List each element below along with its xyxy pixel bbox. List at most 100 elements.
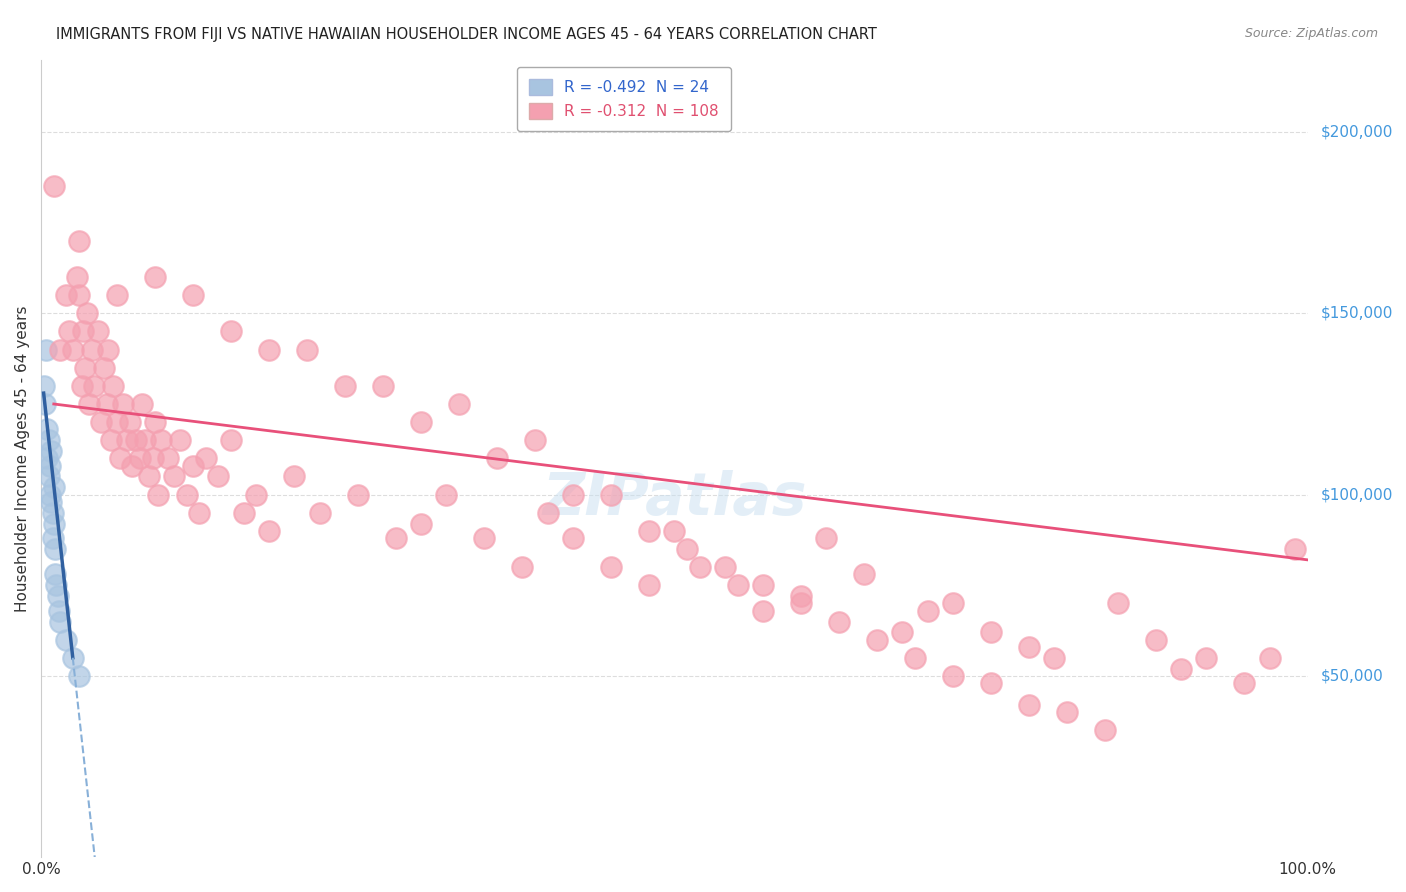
Point	[62, 343, 84, 357]
Point	[188, 506, 211, 520]
Point	[1043, 650, 1066, 665]
Point	[219, 325, 242, 339]
Point	[828, 615, 851, 629]
Point	[1056, 705, 1078, 719]
Point	[67, 234, 90, 248]
Point	[600, 560, 623, 574]
Point	[676, 541, 699, 556]
Point	[35, 343, 58, 357]
Point	[980, 625, 1002, 640]
Point	[105, 415, 128, 429]
Point	[96, 397, 118, 411]
Point	[752, 578, 775, 592]
Point	[689, 560, 711, 574]
Point	[512, 560, 534, 574]
Point	[55, 288, 77, 302]
Point	[129, 451, 152, 466]
Point	[790, 596, 813, 610]
Point	[39, 495, 62, 509]
Point	[524, 434, 547, 448]
Point	[790, 589, 813, 603]
Text: Source: ZipAtlas.com: Source: ZipAtlas.com	[1244, 27, 1378, 40]
Point	[142, 451, 165, 466]
Point	[176, 488, 198, 502]
Point	[815, 531, 838, 545]
Point	[1018, 698, 1040, 712]
Point	[67, 288, 90, 302]
Text: ZIPatlas: ZIPatlas	[543, 470, 807, 527]
Point	[163, 469, 186, 483]
Point	[562, 531, 585, 545]
Point	[409, 516, 432, 531]
Point	[1018, 640, 1040, 654]
Text: $150,000: $150,000	[1320, 306, 1393, 321]
Point	[115, 434, 138, 448]
Point	[207, 469, 229, 483]
Point	[1094, 723, 1116, 738]
Point	[49, 615, 72, 629]
Point	[37, 422, 59, 436]
Point	[108, 451, 131, 466]
Point	[232, 506, 254, 520]
Point	[384, 531, 406, 545]
Point	[131, 397, 153, 411]
Point	[1107, 596, 1129, 610]
Point	[181, 458, 204, 473]
Point	[219, 434, 242, 448]
Point	[727, 578, 749, 592]
Point	[333, 379, 356, 393]
Point	[257, 524, 280, 538]
Point	[1284, 541, 1306, 556]
Point	[143, 415, 166, 429]
Point	[46, 589, 69, 603]
Point	[90, 415, 112, 429]
Text: $50,000: $50,000	[1320, 668, 1384, 683]
Point	[62, 650, 84, 665]
Point	[42, 516, 65, 531]
Point	[150, 434, 173, 448]
Point	[600, 488, 623, 502]
Point	[93, 360, 115, 375]
Point	[1233, 676, 1256, 690]
Point	[245, 488, 267, 502]
Point	[942, 596, 965, 610]
Point	[346, 488, 368, 502]
Point	[664, 524, 686, 538]
Point	[103, 379, 125, 393]
Point	[169, 434, 191, 448]
Point	[904, 650, 927, 665]
Point	[283, 469, 305, 483]
Point	[44, 541, 66, 556]
Point	[45, 578, 67, 592]
Point	[146, 488, 169, 502]
Point	[32, 379, 55, 393]
Point	[474, 531, 496, 545]
Point	[138, 469, 160, 483]
Point	[181, 288, 204, 302]
Point	[97, 343, 120, 357]
Point	[853, 567, 876, 582]
Point	[638, 578, 661, 592]
Point	[39, 458, 62, 473]
Text: IMMIGRANTS FROM FIJI VS NATIVE HAWAIIAN HOUSEHOLDER INCOME AGES 45 - 64 YEARS CO: IMMIGRANTS FROM FIJI VS NATIVE HAWAIIAN …	[56, 27, 877, 42]
Point	[67, 669, 90, 683]
Point	[38, 469, 60, 483]
Point	[118, 415, 141, 429]
Point	[105, 288, 128, 302]
Point	[58, 325, 80, 339]
Text: $100,000: $100,000	[1320, 487, 1393, 502]
Point	[752, 604, 775, 618]
Point	[38, 434, 60, 448]
Point	[436, 488, 458, 502]
Point	[80, 343, 103, 357]
Point	[41, 531, 63, 545]
Point	[55, 632, 77, 647]
Point	[1195, 650, 1218, 665]
Point	[125, 434, 148, 448]
Point	[37, 451, 59, 466]
Point	[942, 669, 965, 683]
Point	[87, 325, 110, 339]
Point	[70, 379, 93, 393]
Point	[65, 270, 87, 285]
Point	[134, 434, 156, 448]
